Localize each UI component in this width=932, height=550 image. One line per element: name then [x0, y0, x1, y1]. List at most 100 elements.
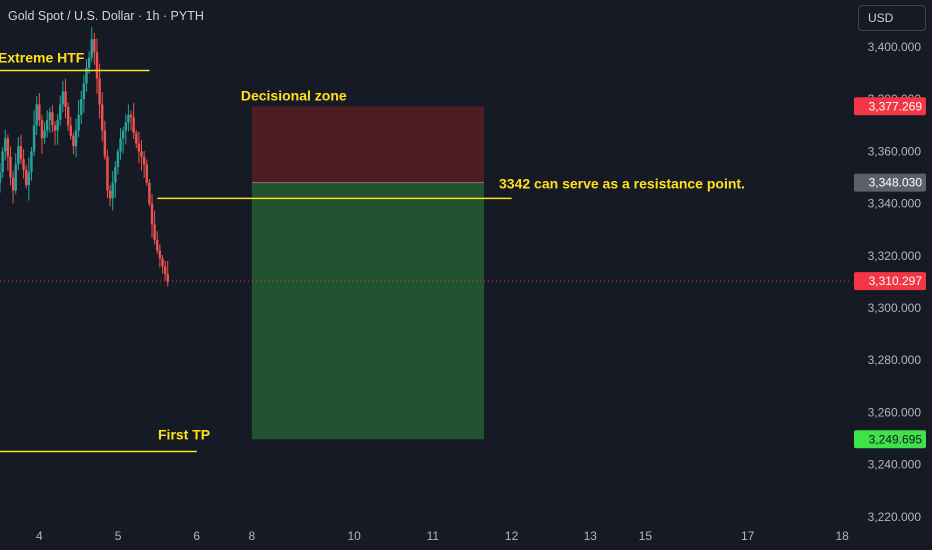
first-tp-label: First TP — [158, 426, 210, 442]
candle-body — [69, 125, 72, 136]
candle — [95, 38, 99, 94]
candle — [129, 110, 133, 131]
candle — [153, 210, 156, 245]
y-tick-label: 3,240.000 — [868, 458, 922, 472]
candle-body — [40, 120, 44, 139]
candle — [66, 102, 70, 131]
candle — [108, 185, 112, 207]
y-tick-label: 3,320.000 — [868, 249, 922, 263]
candle — [101, 92, 104, 142]
decisional-zone-label: Decisional zone — [241, 87, 347, 103]
candle-body — [124, 122, 127, 131]
candle — [48, 107, 51, 133]
currency-button[interactable]: USD — [858, 5, 926, 31]
price-badge-label: 3,310.297 — [869, 274, 923, 288]
candle-body — [82, 83, 86, 100]
candle — [106, 149, 109, 198]
candle-body — [98, 78, 101, 105]
candle-body — [1, 151, 4, 173]
candle-body — [4, 138, 7, 152]
candle-body — [32, 125, 36, 152]
candle — [32, 110, 36, 157]
candle — [82, 75, 86, 113]
candle — [40, 115, 44, 154]
candle — [59, 95, 62, 126]
candle — [17, 137, 20, 171]
candle — [64, 78, 67, 119]
candle-body — [35, 104, 38, 126]
candle — [6, 134, 10, 171]
price-badge-label: 3,377.269 — [869, 99, 923, 113]
candle — [145, 159, 148, 186]
symbol-title: Gold Spot / U.S. Dollar · 1h · PYTH — [8, 9, 204, 23]
candle-body — [38, 104, 41, 121]
y-tick-label: 3,400.000 — [868, 40, 922, 54]
candle-body — [59, 104, 62, 121]
candle-body — [148, 182, 151, 204]
candle — [124, 114, 127, 145]
candle-body — [158, 250, 162, 259]
candle-body — [127, 114, 130, 123]
candle-body — [108, 190, 112, 199]
candle-body — [142, 156, 146, 165]
candle — [74, 119, 78, 158]
candle — [51, 105, 54, 133]
candle — [103, 120, 107, 160]
candle — [121, 126, 125, 154]
x-tick-label: 10 — [347, 529, 361, 543]
price-badge — [854, 272, 926, 291]
candle-body — [135, 133, 138, 144]
candle-body — [150, 203, 154, 225]
x-tick-label: 4 — [36, 529, 43, 543]
candle-body — [0, 172, 2, 183]
candle-body — [11, 177, 15, 191]
candle-body — [56, 120, 59, 131]
candle-body — [121, 130, 125, 139]
candle — [156, 231, 159, 254]
candle — [19, 134, 23, 164]
candle-body — [106, 156, 109, 191]
candle-body — [48, 112, 51, 121]
y-tick-label: 3,300.000 — [868, 301, 922, 315]
candle — [137, 131, 141, 164]
candle — [80, 90, 83, 124]
candle — [161, 254, 164, 274]
candle-body — [66, 107, 70, 126]
price-badge-label: 3,348.030 — [869, 176, 923, 190]
candle — [158, 244, 162, 268]
candle-body — [25, 169, 28, 186]
candle-body — [137, 143, 141, 152]
y-tick-label: 3,260.000 — [868, 405, 922, 419]
candle — [1, 147, 4, 179]
candle-body — [22, 159, 25, 170]
candle-body — [156, 240, 159, 251]
candle — [111, 171, 114, 211]
candle — [38, 93, 41, 127]
y-tick-label: 3,280.000 — [868, 353, 922, 367]
y-tick-label: 3,340.000 — [868, 197, 922, 211]
candle — [61, 80, 65, 113]
candle-body — [77, 114, 80, 131]
x-tick-label: 6 — [193, 529, 200, 543]
candle — [9, 146, 12, 186]
x-tick-label: 18 — [835, 529, 849, 543]
candle — [14, 153, 17, 195]
resistance-label: 3342 can serve as a resistance point. — [499, 176, 745, 192]
candle-body — [101, 104, 104, 131]
candle-body — [129, 114, 133, 118]
x-tick-label: 13 — [584, 529, 598, 543]
candle — [142, 150, 146, 178]
candle — [114, 160, 117, 198]
candle-body — [74, 130, 78, 147]
candle — [22, 149, 25, 179]
candle-body — [30, 151, 33, 173]
candle-body — [17, 146, 20, 165]
candle-body — [80, 99, 83, 115]
candle — [4, 129, 7, 161]
candle — [77, 99, 80, 138]
candle-body — [45, 120, 49, 131]
candle-body — [103, 130, 107, 157]
candle-body — [163, 266, 167, 275]
candle — [132, 103, 135, 140]
